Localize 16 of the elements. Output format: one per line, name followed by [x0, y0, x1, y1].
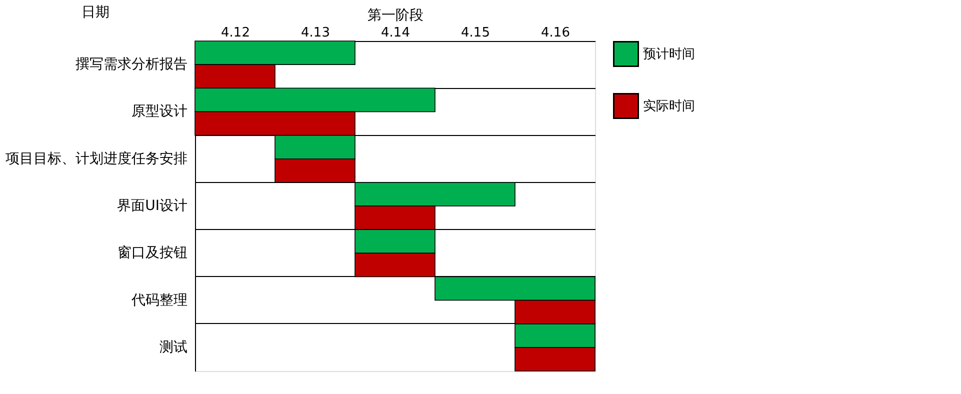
y-tick-label: 项目目标、计划进度任务安排: [6, 150, 188, 167]
legend-label: 实际时间: [643, 99, 695, 114]
x-tick-label: 4.12: [221, 26, 250, 40]
x-tick-label: 4.14: [381, 26, 410, 40]
y-tick-label: 界面UI设计: [117, 198, 188, 214]
y-tick-label: 窗口及按钮: [118, 245, 188, 262]
x-tick-label: 4.15: [461, 26, 490, 40]
legend-label: 预计时间: [643, 47, 695, 62]
y-tick-label: 代码整理: [130, 292, 188, 308]
y-tick-label: 原型设计: [132, 104, 188, 120]
y-tick-label: 测试: [160, 339, 188, 356]
x-tick-label: 4.16: [541, 26, 570, 40]
x-tick-label: 4.13: [301, 26, 330, 40]
y-axis-title: 日期: [82, 4, 110, 20]
y-tick-label: 撰写需求分析报告: [76, 56, 188, 73]
x-axis-title: 第一阶段: [368, 8, 424, 24]
